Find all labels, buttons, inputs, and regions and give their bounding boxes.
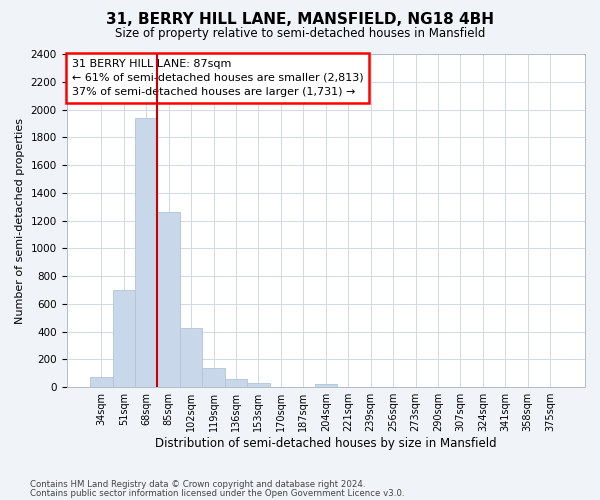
Bar (247, 383, 269, 387)
Bar (135, 118, 157, 387)
Text: 31 BERRY HILL LANE: 87sqm
← 61% of semi-detached houses are smaller (2,813)
37% : 31 BERRY HILL LANE: 87sqm ← 61% of semi-… (72, 59, 364, 97)
X-axis label: Distribution of semi-detached houses by size in Mansfield: Distribution of semi-detached houses by … (155, 437, 497, 450)
Text: 31, BERRY HILL LANE, MANSFIELD, NG18 4BH: 31, BERRY HILL LANE, MANSFIELD, NG18 4BH (106, 12, 494, 28)
Text: Size of property relative to semi-detached houses in Mansfield: Size of property relative to semi-detach… (115, 28, 485, 40)
Bar (90, 378, 113, 387)
Bar (113, 290, 135, 387)
Bar (157, 212, 180, 387)
Bar (314, 384, 337, 387)
Bar (202, 368, 225, 387)
Bar (180, 328, 202, 387)
Text: Contains public sector information licensed under the Open Government Licence v3: Contains public sector information licen… (30, 488, 404, 498)
Bar (225, 379, 247, 387)
Y-axis label: Number of semi-detached properties: Number of semi-detached properties (15, 118, 25, 324)
Text: Contains HM Land Registry data © Crown copyright and database right 2024.: Contains HM Land Registry data © Crown c… (30, 480, 365, 489)
